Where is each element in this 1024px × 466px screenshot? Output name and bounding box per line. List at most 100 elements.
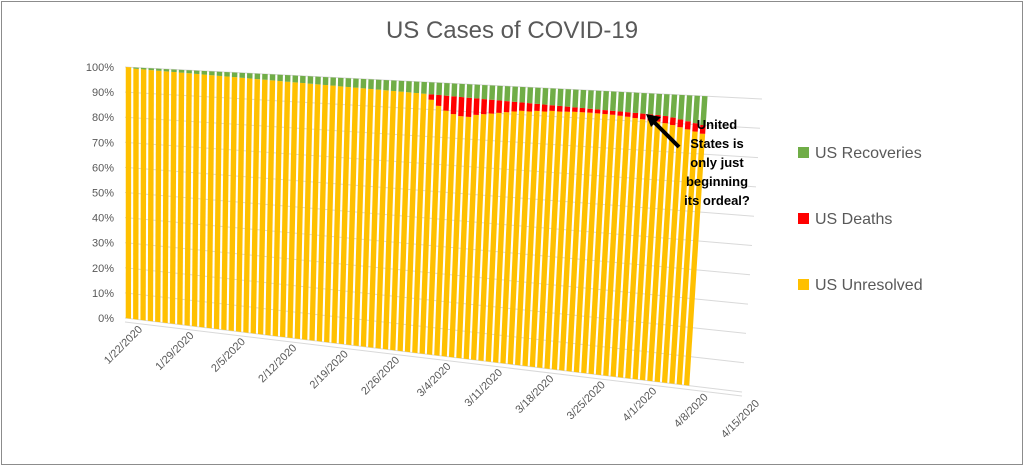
bar-segment-us-unresolved xyxy=(382,90,397,350)
bar-segment-us-unresolved xyxy=(603,115,623,376)
bar-segment-us-unresolved xyxy=(309,84,321,341)
bar-segment-us-recoveries xyxy=(398,80,405,92)
bar-segment-us-deaths xyxy=(443,95,450,111)
bar-segment-us-recoveries xyxy=(519,86,526,103)
legend-swatch xyxy=(798,213,809,224)
bar-segment-us-unresolved xyxy=(419,99,434,354)
bar-segment-us-recoveries xyxy=(610,91,617,111)
gridline xyxy=(124,317,743,393)
legend-label: US Deaths xyxy=(815,211,892,228)
bar-segment-us-recoveries xyxy=(602,91,609,111)
bar-segment-us-recoveries xyxy=(443,83,450,96)
bar-segment-us-unresolved xyxy=(610,116,631,377)
bar-segment-us-unresolved xyxy=(125,67,132,319)
bar-segment-us-deaths xyxy=(465,97,472,118)
bar-segment-us-unresolved xyxy=(676,131,698,385)
bar-segment-us-unresolved xyxy=(133,68,139,320)
bar-segment-us-unresolved xyxy=(162,71,170,324)
x-tick-label: 3/18/2020 xyxy=(513,373,556,416)
bar-segment-us-recoveries xyxy=(587,90,594,109)
bar-segment-us-unresolved xyxy=(294,82,306,339)
bar-segment-us-deaths xyxy=(541,104,548,112)
bar-segment-us-deaths xyxy=(579,107,586,113)
bar-segment-us-unresolved xyxy=(529,111,548,368)
bar-segment-us-unresolved xyxy=(338,86,351,345)
x-tick-label: 3/25/2020 xyxy=(565,379,608,422)
bar-segment-us-recoveries xyxy=(662,94,670,117)
bar-segment-us-deaths xyxy=(602,109,608,115)
bar-segment-us-recoveries xyxy=(594,90,602,110)
x-tick-label: 2/26/2020 xyxy=(359,354,402,397)
bar-segment-us-recoveries xyxy=(390,80,397,92)
bar-segment-us-recoveries xyxy=(345,78,352,88)
y-tick-label: 80% xyxy=(92,112,114,124)
bar-segment-us-recoveries xyxy=(224,71,230,77)
legend-label: US Recoveries xyxy=(815,145,922,162)
bar-segment-us-unresolved xyxy=(206,75,215,329)
bar-segment-us-unresolved xyxy=(250,78,261,334)
bar-segment-us-recoveries xyxy=(428,82,435,95)
x-tick-label: 2/5/2020 xyxy=(209,336,248,375)
bar-segment-us-recoveries xyxy=(239,72,245,78)
bar-segment-us-unresolved xyxy=(213,75,223,330)
bar-segment-us-recoveries xyxy=(474,84,481,99)
bar-segment-us-unresolved xyxy=(368,89,382,348)
bar-segment-us-unresolved xyxy=(279,81,291,338)
bar-segment-us-recoveries xyxy=(163,68,170,72)
gridline xyxy=(124,116,759,159)
bar-segment-us-unresolved xyxy=(302,83,314,340)
bar-segment-us-unresolved xyxy=(177,72,185,325)
bar-segment-us-unresolved xyxy=(478,113,495,362)
annotation-arrow-head xyxy=(646,114,661,127)
x-tick-label: 1/22/2020 xyxy=(102,324,145,367)
bar-segment-us-deaths xyxy=(662,115,669,124)
bar-segment-us-deaths xyxy=(458,96,465,117)
bar-segment-us-deaths xyxy=(564,106,571,112)
bar-segment-us-recoveries xyxy=(292,75,299,83)
bar-segment-us-deaths xyxy=(488,99,495,114)
bar-segment-us-unresolved xyxy=(412,93,427,354)
gridline xyxy=(124,141,757,188)
bar-segment-us-unresolved xyxy=(331,86,344,344)
bar-segment-us-recoveries xyxy=(504,86,511,102)
bar-segment-us-recoveries xyxy=(133,67,139,69)
bar-segment-us-recoveries xyxy=(193,70,200,75)
bar-segment-us-recoveries xyxy=(277,74,283,82)
y-tick-label: 30% xyxy=(92,238,114,250)
bar-segment-us-unresolved xyxy=(661,127,683,384)
bar-segment-us-recoveries xyxy=(685,95,693,122)
bar-segment-us-recoveries xyxy=(262,73,268,80)
y-tick-label: 60% xyxy=(92,162,114,174)
bar-segment-us-recoveries xyxy=(360,78,367,89)
gridline xyxy=(124,217,751,276)
y-tick-label: 50% xyxy=(92,188,114,200)
bar-segment-us-recoveries xyxy=(534,87,541,105)
bar-segment-us-recoveries xyxy=(496,85,503,101)
x-tick-label: 4/1/2020 xyxy=(621,385,660,424)
bar-segment-us-unresolved xyxy=(353,88,367,347)
gridlines xyxy=(124,66,763,397)
bar-segment-us-unresolved xyxy=(155,70,162,323)
bar-segment-us-recoveries xyxy=(557,88,564,107)
bar-segment-us-deaths xyxy=(428,94,435,100)
bar-segment-us-recoveries xyxy=(156,68,162,71)
bar-segment-us-unresolved xyxy=(221,76,230,331)
gridline xyxy=(124,242,749,305)
bar-segment-us-deaths xyxy=(677,119,684,128)
bar-segment-us-recoveries xyxy=(617,91,625,112)
bar-segment-us-recoveries xyxy=(647,93,655,115)
bar-segment-us-recoveries xyxy=(625,92,632,113)
bar-segment-us-deaths xyxy=(609,110,616,115)
bar-segment-us-deaths xyxy=(572,107,578,112)
bar-segment-us-deaths xyxy=(594,109,601,114)
bar-segment-us-unresolved xyxy=(199,74,208,328)
bar-segment-us-unresolved xyxy=(500,111,517,364)
bar-segment-us-recoveries xyxy=(178,69,185,73)
bar-segment-us-unresolved xyxy=(544,111,563,369)
bar-segment-us-recoveries xyxy=(247,73,253,79)
y-tick-label: 0% xyxy=(98,313,114,325)
y-tick-label: 90% xyxy=(92,87,114,99)
bar-segment-us-recoveries xyxy=(511,86,518,102)
bar-segment-us-recoveries xyxy=(284,75,291,82)
